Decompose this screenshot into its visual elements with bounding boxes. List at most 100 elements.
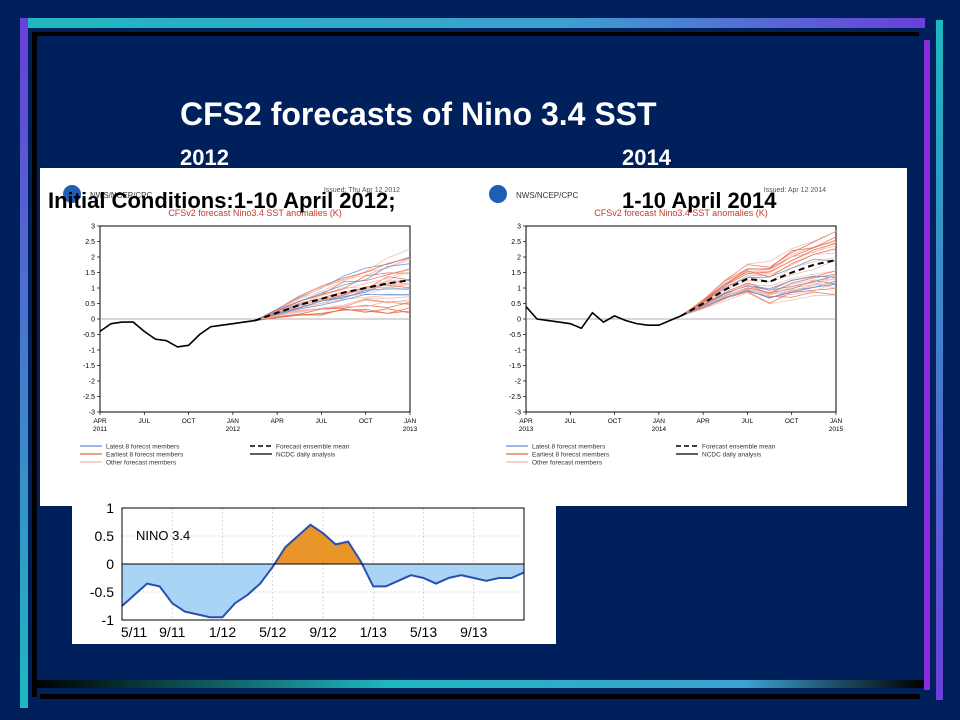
ensemble-mean-line (254, 279, 411, 322)
y-tick-label: -2 (515, 379, 521, 386)
x-tick-label: 5/11 (121, 624, 147, 640)
cfs-forecast-2014-chart: NWS/NCEP/CPC Issued: Apr 12 2014 CFSv2 for… (489, 185, 844, 467)
x-tick-label: JUL (316, 418, 328, 425)
forecast-member-line (254, 296, 411, 321)
y-tick-label: 0.5 (85, 301, 95, 308)
legend-label: NCDC daily analysis (702, 452, 762, 459)
nino34-line (121, 523, 525, 619)
chart-header-left: NWS/NCEP/CPC (516, 191, 578, 200)
forecast-member-line (680, 280, 837, 317)
y-tick-label: -0.5 (83, 332, 95, 339)
forecast-member-line (254, 293, 411, 321)
y-tick-label: -3 (515, 410, 521, 417)
frame-bar-bottom-inner (40, 694, 920, 699)
forecast-member-line (254, 309, 411, 321)
y-tick-label: -2.5 (83, 394, 95, 401)
y-tick-label: 2 (91, 255, 95, 262)
forecast-panel: NWS/NCEP/CPC Issued: Thu Apr 12 2012 CFSv2… (40, 168, 907, 506)
y-tick-label: -1 (102, 612, 115, 628)
y-tick-label: 2.5 (85, 239, 95, 246)
y-tick-label: 1 (91, 286, 95, 293)
forecast-member-line (680, 230, 837, 317)
x-tick-label: JAN (830, 418, 843, 425)
legend-label: Other forecast members (532, 460, 603, 467)
x-tick-label: OCT (359, 418, 373, 425)
y-tick-label: 3 (91, 224, 95, 231)
forecast-member-line (254, 268, 411, 321)
x-tick-label: 9/12 (309, 624, 336, 640)
frame-bar-right-inner (924, 40, 930, 690)
x-tick-label: 9/13 (460, 624, 487, 640)
y-tick-label: 0 (91, 317, 95, 324)
y-tick-label: 1.5 (511, 270, 521, 277)
y-tick-label: 1 (517, 286, 521, 293)
forecast-member-line (680, 259, 837, 317)
x-tick-label: 2011 (93, 426, 107, 433)
forecast-member-line (254, 284, 411, 321)
nino34-title: NINO 3.4 (136, 528, 190, 543)
x-tick-label: 2013 (519, 426, 534, 433)
forecast-member-line (680, 282, 837, 317)
noaa-logo-icon (63, 185, 81, 203)
x-tick-label: JUL (139, 418, 151, 425)
y-tick-label: -1 (515, 348, 521, 355)
y-tick-label: -0.5 (90, 584, 114, 600)
x-tick-label: JUL (742, 418, 754, 425)
y-tick-label: 0.5 (511, 301, 521, 308)
plot-frame (121, 507, 525, 621)
y-tick-label: 2.5 (511, 239, 521, 246)
x-tick-label: JAN (227, 418, 240, 425)
forecast-member-line (254, 301, 411, 321)
x-tick-label: 5/13 (410, 624, 437, 640)
forecast-member-line (680, 270, 837, 317)
ensemble-mean-line (680, 259, 837, 317)
legend-label: Forecast ensemble mean (276, 444, 350, 451)
y-tick-label: 0 (106, 556, 114, 572)
x-tick-label: JAN (404, 418, 417, 425)
y-tick-label: 0 (517, 317, 521, 324)
legend-label: Earliest 8 forecst members (532, 452, 610, 459)
chart-title: CFSv2 forecast Nino3.4 SST anomalies (K) (594, 208, 767, 218)
y-tick-label: -2 (89, 379, 95, 386)
frame-bar-left-inner (32, 32, 37, 697)
x-tick-label: APR (519, 418, 533, 425)
forecast-member-line (680, 248, 837, 317)
legend-label: NCDC daily analysis (276, 452, 336, 459)
observed-analysis-line (99, 319, 256, 348)
x-tick-label: APR (93, 418, 107, 425)
cfs-forecast-2012-chart: NWS/NCEP/CPC Issued: Thu Apr 12 2012 CFSv2… (63, 185, 418, 467)
x-tick-label: 2013 (403, 426, 418, 433)
x-tick-label: 2012 (226, 426, 241, 433)
x-tick-label: 1/12 (209, 624, 236, 640)
legend-label: Earliest 8 forecst members (106, 452, 184, 459)
y-tick-label: 1 (106, 500, 114, 516)
positive-anomaly-area (122, 524, 524, 564)
chart-issued-label: Issued: Thu Apr 12 2012 (324, 187, 400, 194)
forecast-member-line (680, 292, 837, 317)
forecast-member-line (680, 239, 837, 317)
initial-conditions-label-2014: 1-10 April 2014 (622, 188, 777, 213)
y-tick-label: -3 (89, 410, 95, 417)
x-tick-label: OCT (608, 418, 622, 425)
legend-label: Forecast ensemble mean (702, 444, 776, 451)
x-tick-label: OCT (785, 418, 799, 425)
year-label-right: 2014 (622, 145, 671, 170)
y-tick-label: -1 (89, 348, 95, 355)
frame-bar-top-inner (34, 32, 919, 36)
frame-bar-top (20, 18, 925, 28)
x-tick-label: 2014 (652, 426, 667, 433)
y-tick-label: 0.5 (95, 528, 115, 544)
chart-header-left: NWS/NCEP/CPC (90, 191, 152, 200)
y-tick-label: 2 (517, 255, 521, 262)
y-tick-label: -1.5 (83, 363, 95, 370)
y-tick-label: -1.5 (509, 363, 521, 370)
chart-title: CFSv2 forecast Nino3.4 SST anomalies (K) (168, 208, 341, 218)
y-tick-label: 3 (517, 224, 521, 231)
forecast-member-line (254, 263, 411, 321)
year-label-left: 2012 (180, 145, 229, 170)
x-tick-label: 2015 (829, 426, 844, 433)
forecast-member-line (254, 298, 411, 321)
nino34-panel: NINO 3.4 1 0.5 0 -0.5 -1 5/11 9/11 1/12 5/12 9/12 1… (72, 494, 556, 644)
x-tick-label: JUL (565, 418, 577, 425)
slide-title: CFS2 forecasts of Nino 3.4 SST (180, 96, 657, 132)
